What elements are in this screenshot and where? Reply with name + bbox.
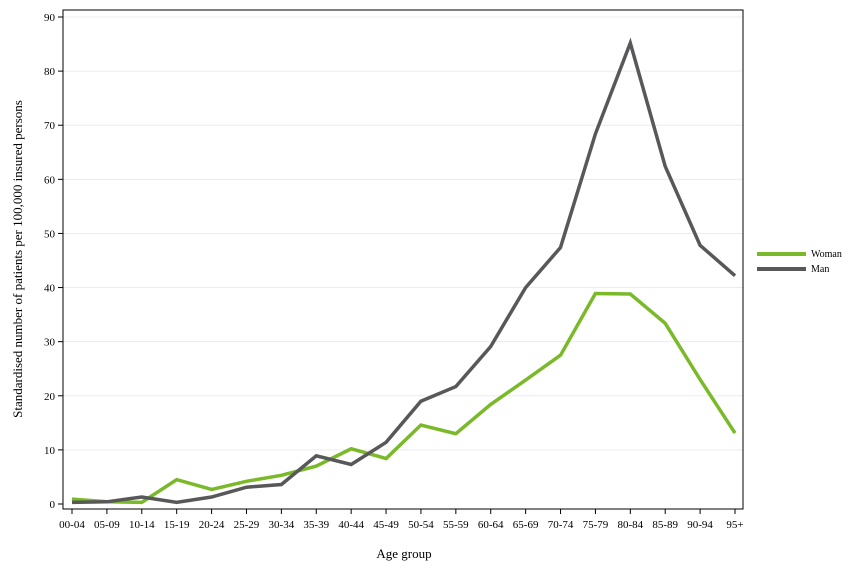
legend: Woman Man — [757, 249, 842, 275]
x-tick-label: 20-24 — [199, 519, 225, 531]
x-tick-label: 30-34 — [269, 519, 295, 531]
x-tick-label: 90-94 — [687, 519, 713, 531]
y-tick-label: 50 — [44, 228, 56, 240]
y-tick-label: 20 — [44, 391, 56, 403]
x-tick-label: 50-54 — [408, 519, 434, 531]
y-tick-label: 0 — [50, 499, 56, 511]
x-tick-label: 35-39 — [303, 519, 329, 531]
x-tick-label: 05-09 — [94, 519, 120, 531]
y-tick-label: 90 — [44, 12, 56, 24]
plot-frame — [62, 9, 744, 510]
x-tick-label: 70-74 — [548, 519, 574, 531]
series-line-man — [71, 37, 737, 505]
x-tick-label: 10-14 — [129, 519, 155, 531]
y-tick-label: 10 — [44, 445, 56, 457]
x-tick-label: 15-19 — [164, 519, 190, 531]
x-tick-label: 25-29 — [234, 519, 260, 531]
x-tick-label: 40-44 — [338, 519, 364, 531]
axis-ticks: 0 10 20 30 40 50 60 70 80 90 00-04 05-09 10-14 15-19 2… — [44, 12, 744, 531]
series-lines — [71, 37, 737, 505]
legend-label-man: Man — [811, 264, 829, 275]
x-tick-label: 85-89 — [652, 519, 678, 531]
x-tick-label: 55-59 — [443, 519, 469, 531]
x-tick-label: 65-69 — [513, 519, 539, 531]
y-tick-label: 30 — [44, 337, 56, 349]
x-axis-title: Age group — [376, 546, 431, 561]
gridlines — [63, 16, 743, 451]
x-tick-label: 00-04 — [59, 519, 85, 531]
x-tick-label: 75-79 — [583, 519, 609, 531]
x-tick-label: 45-49 — [373, 519, 399, 531]
legend-label-woman: Woman — [811, 249, 842, 260]
y-axis-title: Standardised number of patients per 100,… — [10, 100, 25, 418]
y-tick-label: 80 — [44, 66, 56, 78]
x-tick-label: 60-64 — [478, 519, 504, 531]
y-tick-label: 60 — [44, 174, 56, 186]
series-line-woman — [71, 291, 737, 505]
y-tick-label: 70 — [44, 120, 56, 132]
x-tick-label: 95+ — [726, 519, 743, 531]
x-tick-label: 80-84 — [617, 519, 643, 531]
y-tick-label: 40 — [44, 283, 56, 295]
